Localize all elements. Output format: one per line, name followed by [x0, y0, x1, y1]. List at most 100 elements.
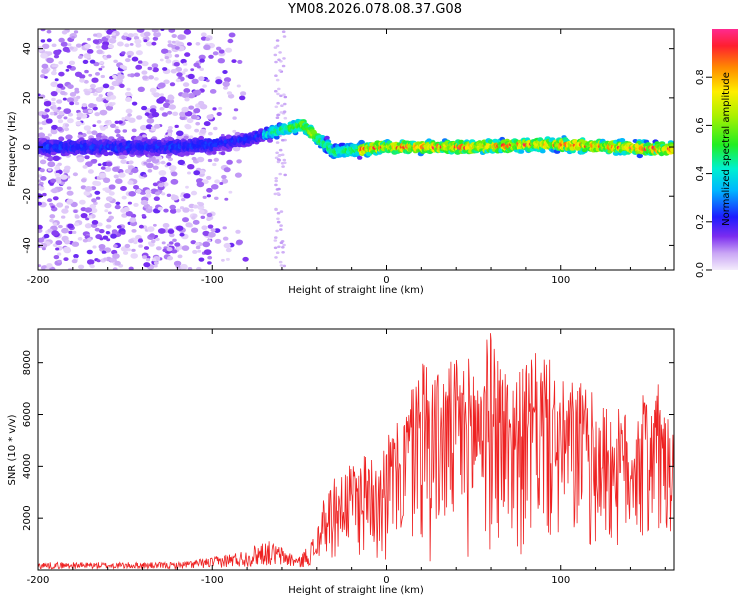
heatmap-cell — [212, 51, 219, 56]
heatmap-cell — [187, 93, 195, 99]
heatmap-cell — [92, 124, 97, 127]
heatmap-y-tick-label: 0 — [22, 144, 33, 150]
heatmap-cell — [121, 195, 127, 200]
heatmap-cell — [149, 108, 157, 114]
heatmap-cell — [168, 241, 174, 245]
heatmap-cell — [111, 32, 116, 36]
heatmap-cell — [188, 135, 194, 139]
heatmap-cell — [162, 248, 168, 253]
heatmap-cell — [135, 64, 143, 70]
heatmap-cell — [276, 92, 280, 96]
heatmap-cell — [72, 172, 78, 177]
heatmap-cell — [129, 43, 134, 46]
heatmap-cell — [38, 228, 43, 233]
snr-x-tick-label: 0 — [383, 575, 389, 586]
heatmap-cell — [100, 65, 105, 69]
heatmap-cell — [112, 166, 120, 172]
heatmap-cell — [274, 74, 278, 77]
heatmap-cell — [123, 206, 130, 212]
heatmap-cell — [167, 256, 174, 261]
heatmap-cell — [152, 67, 159, 73]
heatmap-cell — [278, 51, 282, 54]
heatmap-cell — [276, 217, 280, 221]
heatmap-cell — [175, 78, 181, 83]
heatmap-cell — [142, 75, 149, 80]
colorbar-tick-label: 0.6 — [695, 117, 706, 133]
heatmap-cell — [275, 151, 279, 155]
heatmap-cell — [96, 120, 102, 124]
heatmap-cell — [110, 233, 117, 239]
heatmap-cell — [76, 95, 81, 99]
heatmap-cell — [194, 128, 200, 133]
heatmap-cell — [225, 134, 232, 139]
heatmap-cell — [281, 165, 285, 168]
heatmap-cell — [141, 214, 146, 217]
heatmap-y-tick-label: -40 — [22, 237, 33, 253]
heatmap-cell — [202, 241, 211, 248]
heatmap-cell — [279, 264, 284, 267]
heatmap-cell — [240, 91, 247, 96]
heatmap-cell — [190, 190, 198, 196]
heatmap-cell — [51, 124, 58, 130]
heatmap-cell — [492, 138, 499, 143]
heatmap-cell — [166, 193, 172, 197]
heatmap-cell — [47, 133, 52, 137]
heatmap-cell — [136, 29, 145, 33]
heatmap-cell — [274, 60, 278, 64]
heatmap-cell — [183, 135, 189, 140]
heatmap-cell — [38, 185, 42, 189]
heatmap-cell — [185, 185, 189, 189]
heatmap-cell — [91, 130, 98, 135]
heatmap-cell — [38, 264, 42, 267]
heatmap-cell — [60, 90, 66, 96]
heatmap-cell — [275, 39, 280, 42]
heatmap-cell — [162, 67, 168, 71]
heatmap-cell — [195, 245, 201, 250]
heatmap-cell — [112, 253, 120, 259]
heatmap-cell — [66, 190, 74, 196]
heatmap-cell — [283, 116, 288, 120]
heatmap-cell — [42, 43, 50, 49]
heatmap-cell — [172, 238, 177, 242]
heatmap-cell — [43, 233, 50, 239]
heatmap-cell — [101, 250, 107, 254]
heatmap-cell — [63, 116, 68, 120]
heatmap-cell — [106, 29, 114, 35]
heatmap-cell — [149, 87, 157, 93]
heatmap-cell — [276, 220, 281, 224]
heatmap-cell — [275, 78, 280, 82]
heatmap-cell — [277, 154, 282, 157]
heatmap-cell — [275, 44, 280, 48]
heatmap-cell — [203, 249, 212, 256]
heatmap-cell — [51, 205, 55, 209]
heatmap-cell — [98, 94, 103, 98]
heatmap-cell — [81, 103, 88, 108]
heatmap-cell — [127, 113, 132, 117]
heatmap-cell — [131, 101, 138, 106]
heatmap-cell — [133, 202, 139, 207]
heatmap-cell — [99, 109, 108, 116]
heatmap-cell — [277, 58, 281, 62]
heatmap-cell — [199, 67, 204, 72]
heatmap-cell — [176, 225, 184, 231]
heatmap-cell — [72, 230, 77, 234]
heatmap-cell — [143, 31, 151, 37]
heatmap-cell — [117, 74, 125, 80]
snr-frame — [37, 328, 675, 571]
heatmap-cell — [91, 220, 99, 225]
heatmap-cell — [129, 217, 137, 223]
heatmap-cell — [278, 69, 282, 72]
heatmap-cell — [194, 242, 200, 246]
heatmap-cell — [104, 103, 109, 107]
heatmap-cell — [61, 227, 69, 234]
heatmap-cell — [114, 126, 119, 130]
heatmap-cell — [163, 208, 169, 213]
heatmap-cell — [77, 237, 83, 241]
heatmap-cell — [279, 94, 283, 98]
heatmap-cell — [153, 261, 159, 265]
heatmap-cell — [167, 136, 174, 141]
heatmap-cell — [108, 38, 117, 44]
heatmap-cell — [172, 111, 179, 117]
heatmap-cell — [188, 105, 195, 110]
heatmap-cell — [282, 35, 287, 38]
